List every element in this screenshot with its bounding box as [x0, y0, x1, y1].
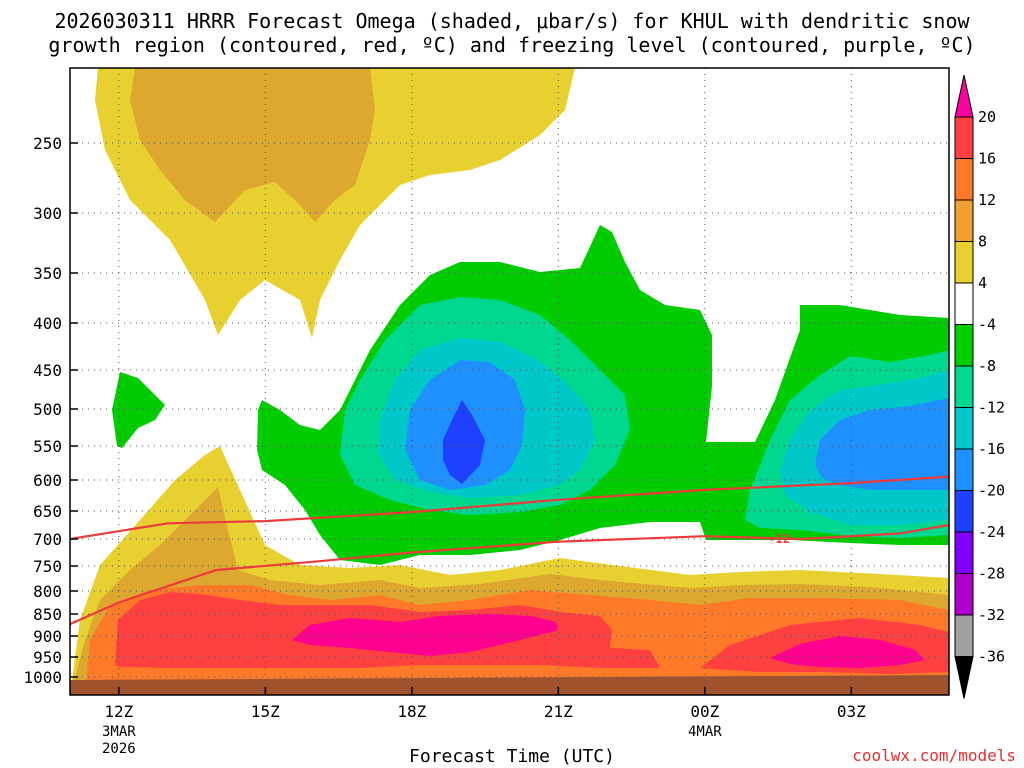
colorbar-bin-10 [954, 490, 974, 533]
colorbar-bin-1 [954, 116, 974, 159]
x-year-label-12Z: 2026 [102, 741, 136, 757]
y-tick-label-950: 950 [33, 648, 62, 667]
omega-shading-layer [70, 68, 949, 695]
y-tick-label-1000: 1000 [23, 668, 62, 687]
colorbar-level-4: 4 [978, 274, 987, 292]
y-tick-label-600: 600 [33, 471, 62, 490]
colorbar-level-1: 16 [978, 150, 996, 168]
y-tick-label-900: 900 [33, 627, 62, 646]
colorbar-bin-11 [954, 531, 974, 574]
y-tick-label-700: 700 [33, 530, 62, 549]
colorbar-bin-13 [954, 614, 974, 657]
colorbar-bin-4 [954, 241, 974, 284]
colorbar-level-0: 20 [978, 108, 996, 126]
x-tick-label-15Z: 15Z [251, 702, 280, 721]
credit-link[interactable]: coolwx.com/models [852, 746, 1016, 765]
y-tick-label-400: 400 [33, 314, 62, 333]
colorbar-level-6: -8 [978, 357, 996, 375]
y-tick-label-750: 750 [33, 557, 62, 576]
x-date-label-12Z: 3MAR [102, 724, 136, 740]
colorbar-bin-7 [954, 365, 974, 408]
y-tick-label-650: 650 [33, 502, 62, 521]
colorbar: 20 16 12 8 4 -4 -8 -12 -16 -20 -24 -28 -32 -36 [954, 74, 1005, 699]
x-tick-label-21Z: 21Z [544, 702, 573, 721]
colorbar-level-5: -4 [978, 316, 996, 334]
colorbar-level-12: -32 [978, 606, 1005, 624]
grid-layer [70, 68, 949, 695]
omega-region-19 [70, 675, 949, 695]
x-tick-label-03Z: 03Z [837, 702, 866, 721]
colorbar-bin-6 [954, 324, 974, 367]
y-tick-label-350: 350 [33, 264, 62, 283]
omega-region-17 [815, 398, 949, 490]
colorbar-top-triangle [954, 74, 974, 118]
colorbar-level-7: -12 [978, 399, 1005, 417]
colorbar-bin-8 [954, 407, 974, 450]
colorbar-level-3: 8 [978, 233, 987, 251]
colorbar-level-13: -36 [978, 648, 1005, 666]
chart-title-line-1: 2026030311 HRRR Forecast Omega (shaded, … [54, 9, 970, 33]
contour-layer: -12 [70, 475, 949, 626]
colorbar-bottom-triangle [954, 656, 974, 699]
omega-region-2 [130, 68, 375, 222]
x-tick-label-18Z: 18Z [397, 702, 426, 721]
dgz-contour-1 [70, 475, 949, 541]
colorbar-level-9: -20 [978, 482, 1005, 500]
colorbar-bin-3 [954, 199, 974, 242]
y-tick-label-250: 250 [33, 134, 62, 153]
omega-region-10 [112, 372, 165, 448]
y-tick-label-450: 450 [33, 361, 62, 380]
x-axis-label: Forecast Time (UTC) [409, 746, 615, 767]
colorbar-bin-5 [954, 282, 974, 325]
y-tick-label-550: 550 [33, 437, 62, 456]
omega-region-18 [443, 400, 485, 484]
y-tick-label-300: 300 [33, 204, 62, 223]
plot-frame [69, 67, 950, 696]
dgz-contour-2 [70, 523, 949, 626]
x-date-label-00Z: 4MAR [688, 724, 722, 740]
y-axis: 250 300 350 400 450 500 550 600 650 700 750 800 850 9… [23, 134, 78, 687]
y-tick-label-500: 500 [33, 400, 62, 419]
colorbar-bin-12 [954, 573, 974, 616]
dgz-contour-label: -12 [768, 532, 790, 546]
y-tick-label-800: 800 [33, 582, 62, 601]
colorbar-level-11: -28 [978, 565, 1005, 583]
colorbar-level-8: -16 [978, 440, 1005, 458]
x-tick-label-00Z: 00Z [690, 702, 719, 721]
omega-region-9 [770, 636, 925, 668]
x-tick-label-12Z: 12Z [104, 702, 133, 721]
omega-region-8 [292, 614, 558, 656]
y-tick-label-850: 850 [33, 605, 62, 624]
colorbar-bin-9 [954, 448, 974, 491]
colorbar-bin-2 [954, 158, 974, 201]
chart-title-line-2: growth region (contoured, red, ºC) and f… [48, 33, 976, 57]
colorbar-level-10: -24 [978, 523, 1005, 541]
colorbar-level-2: 12 [978, 191, 996, 209]
